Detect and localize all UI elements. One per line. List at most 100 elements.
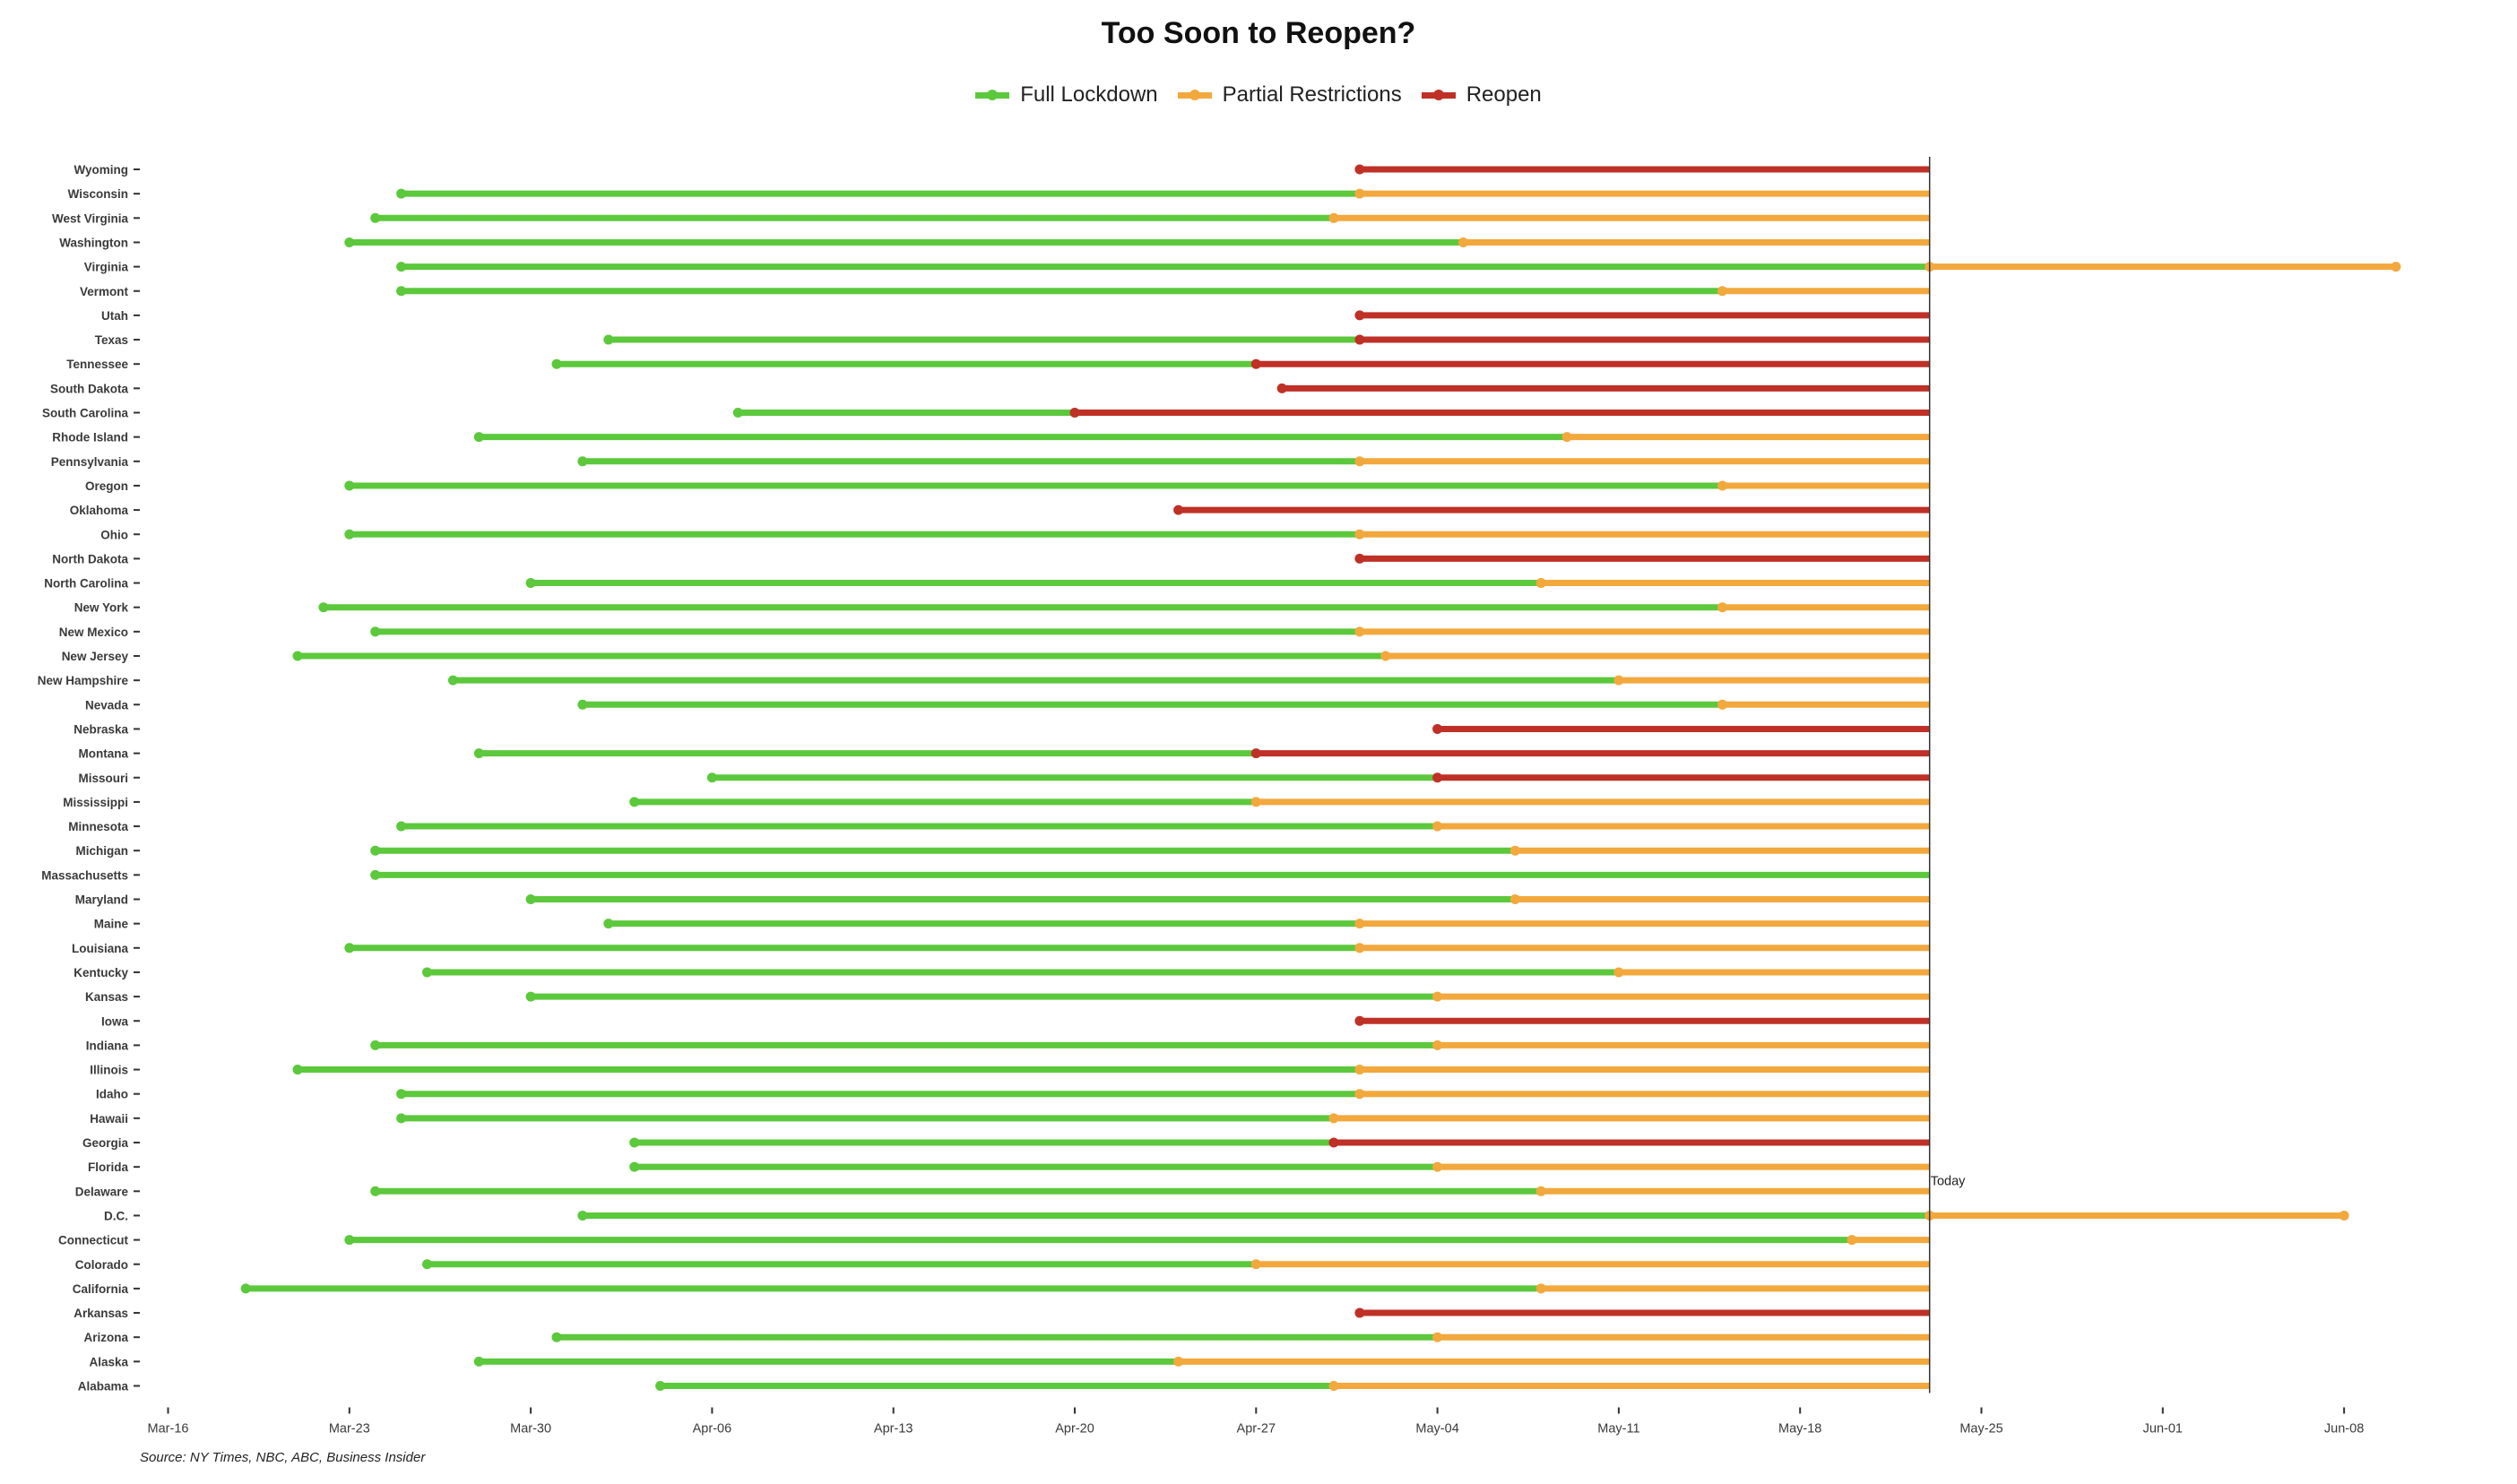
- state-label-wyoming: Wyoming: [74, 163, 129, 177]
- point-partial-connecticut: [1847, 1235, 1857, 1246]
- point-partial-louisiana: [1354, 943, 1365, 953]
- state-label-kentucky: Kentucky: [74, 966, 128, 979]
- point-partial-michigan: [1509, 845, 1520, 856]
- state-label-missouri: Missouri: [78, 772, 128, 785]
- state-label-utah: Utah: [101, 309, 128, 323]
- point-partial-oregon: [1717, 480, 1727, 491]
- point-partial-california: [1535, 1283, 1546, 1294]
- point-lockdown-indiana: [370, 1040, 381, 1050]
- point-reopen-georgia: [1328, 1137, 1339, 1148]
- point-lockdown-california: [240, 1283, 251, 1294]
- legend-item-full-lockdown: Full Lockdown: [975, 82, 1158, 108]
- point-lockdown-south-carolina: [732, 408, 743, 418]
- point-lockdown-new-mexico: [370, 626, 381, 637]
- point-reopen-tennessee: [1250, 358, 1261, 369]
- state-label-washington: Washington: [59, 236, 128, 249]
- x-tick-label: Jun-08: [2324, 1422, 2364, 1437]
- x-tick-label: May-04: [1415, 1422, 1458, 1437]
- point-partial-north-carolina: [1535, 578, 1546, 589]
- point-reopen-arkansas: [1354, 1307, 1365, 1318]
- legend-item-partial-restrictions: Partial Restrictions: [1177, 82, 1402, 108]
- point-lockdown-maine: [603, 919, 614, 929]
- point-partial-pennsylvania: [1354, 456, 1365, 467]
- x-tick-label: May-18: [1778, 1422, 1821, 1437]
- point-partial-florida: [1432, 1161, 1443, 1172]
- state-label-hawaii: Hawaii: [90, 1112, 128, 1126]
- point-lockdown-new-york: [318, 602, 329, 613]
- state-label-arizona: Arizona: [83, 1331, 128, 1344]
- legend-key-reopen: [1421, 90, 1456, 100]
- state-label-indiana: Indiana: [86, 1039, 129, 1052]
- state-label-wisconsin: Wisconsin: [68, 187, 128, 201]
- point-lockdown-delaware: [370, 1186, 381, 1196]
- state-label-virginia: Virginia: [84, 261, 129, 274]
- point-reopen-missouri: [1432, 772, 1443, 783]
- x-tick-label: May-25: [1959, 1422, 2002, 1437]
- point-end-virginia: [2391, 262, 2401, 272]
- state-label-delaware: Delaware: [75, 1185, 129, 1198]
- point-partial-nevada: [1717, 699, 1727, 710]
- point-reopen-oklahoma: [1173, 505, 1184, 515]
- state-label-arkansas: Arkansas: [74, 1307, 128, 1320]
- state-label-pennsylvania: Pennsylvania: [51, 455, 129, 469]
- x-tick-label: Apr-20: [1055, 1422, 1094, 1437]
- point-lockdown-louisiana: [344, 943, 355, 953]
- state-label-d-c: D.C.: [104, 1209, 128, 1222]
- point-lockdown-new-hampshire: [447, 675, 458, 686]
- point-reopen-nebraska: [1432, 723, 1443, 734]
- point-reopen-south-carolina: [1069, 408, 1080, 418]
- legend-label-partial-restrictions: Partial Restrictions: [1222, 82, 1402, 107]
- point-lockdown-oregon: [344, 480, 355, 491]
- point-lockdown-alabama: [655, 1381, 666, 1391]
- point-reopen-wyoming: [1354, 164, 1365, 175]
- point-partial-vermont: [1717, 286, 1727, 297]
- state-label-alabama: Alabama: [78, 1380, 129, 1393]
- state-label-idaho: Idaho: [96, 1088, 128, 1101]
- state-label-west-virginia: West Virginia: [52, 211, 129, 225]
- today-label: Today: [1931, 1174, 1966, 1188]
- source-note: Source: NY Times, NBC, ABC, Business Ins…: [140, 1450, 426, 1465]
- point-lockdown-kentucky: [422, 967, 432, 978]
- x-tick-label: Apr-27: [1237, 1422, 1276, 1437]
- x-tick-label: Mar-16: [148, 1422, 189, 1437]
- point-partial-colorado: [1250, 1259, 1261, 1270]
- point-partial-illinois: [1354, 1065, 1365, 1075]
- point-lockdown-nevada: [577, 699, 588, 710]
- point-lockdown-north-carolina: [525, 578, 536, 589]
- point-partial-kentucky: [1613, 967, 1624, 978]
- point-partial-west-virginia: [1328, 212, 1339, 223]
- state-label-georgia: Georgia: [82, 1136, 129, 1150]
- point-lockdown-maryland: [525, 894, 536, 904]
- point-lockdown-arizona: [551, 1332, 562, 1342]
- point-partial-kansas: [1432, 991, 1443, 1002]
- point-lockdown-kansas: [525, 991, 536, 1002]
- legend-key-full-lockdown: [975, 90, 1010, 100]
- state-label-minnesota: Minnesota: [68, 820, 128, 833]
- point-partial-mississippi: [1250, 797, 1261, 807]
- state-label-louisiana: Louisiana: [72, 942, 129, 955]
- point-reopen-iowa: [1354, 1015, 1365, 1026]
- point-partial-alaska: [1173, 1356, 1184, 1367]
- state-label-south-dakota: South Dakota: [50, 382, 128, 395]
- point-reopen-utah: [1354, 310, 1365, 321]
- point-end-d-c: [2339, 1210, 2349, 1221]
- point-lockdown-connecticut: [344, 1235, 355, 1246]
- x-tick-label: Apr-06: [693, 1422, 732, 1437]
- state-label-montana: Montana: [79, 747, 129, 761]
- point-partial-hawaii: [1328, 1113, 1339, 1124]
- state-label-oregon: Oregon: [85, 479, 128, 493]
- state-label-iowa: Iowa: [101, 1014, 128, 1028]
- state-label-nevada: Nevada: [85, 698, 129, 712]
- state-label-south-carolina: South Carolina: [42, 407, 128, 420]
- point-lockdown-montana: [473, 748, 484, 759]
- point-lockdown-rhode-island: [473, 432, 484, 443]
- state-label-maine: Maine: [94, 918, 129, 931]
- point-reopen-montana: [1250, 748, 1261, 759]
- point-lockdown-washington: [344, 237, 355, 247]
- point-partial-new-mexico: [1354, 626, 1365, 637]
- state-label-new-mexico: New Mexico: [59, 626, 128, 639]
- state-label-north-carolina: North Carolina: [44, 577, 128, 591]
- state-label-tennessee: Tennessee: [66, 358, 128, 371]
- point-partial-new-jersey: [1380, 651, 1391, 661]
- point-lockdown-west-virginia: [370, 212, 381, 223]
